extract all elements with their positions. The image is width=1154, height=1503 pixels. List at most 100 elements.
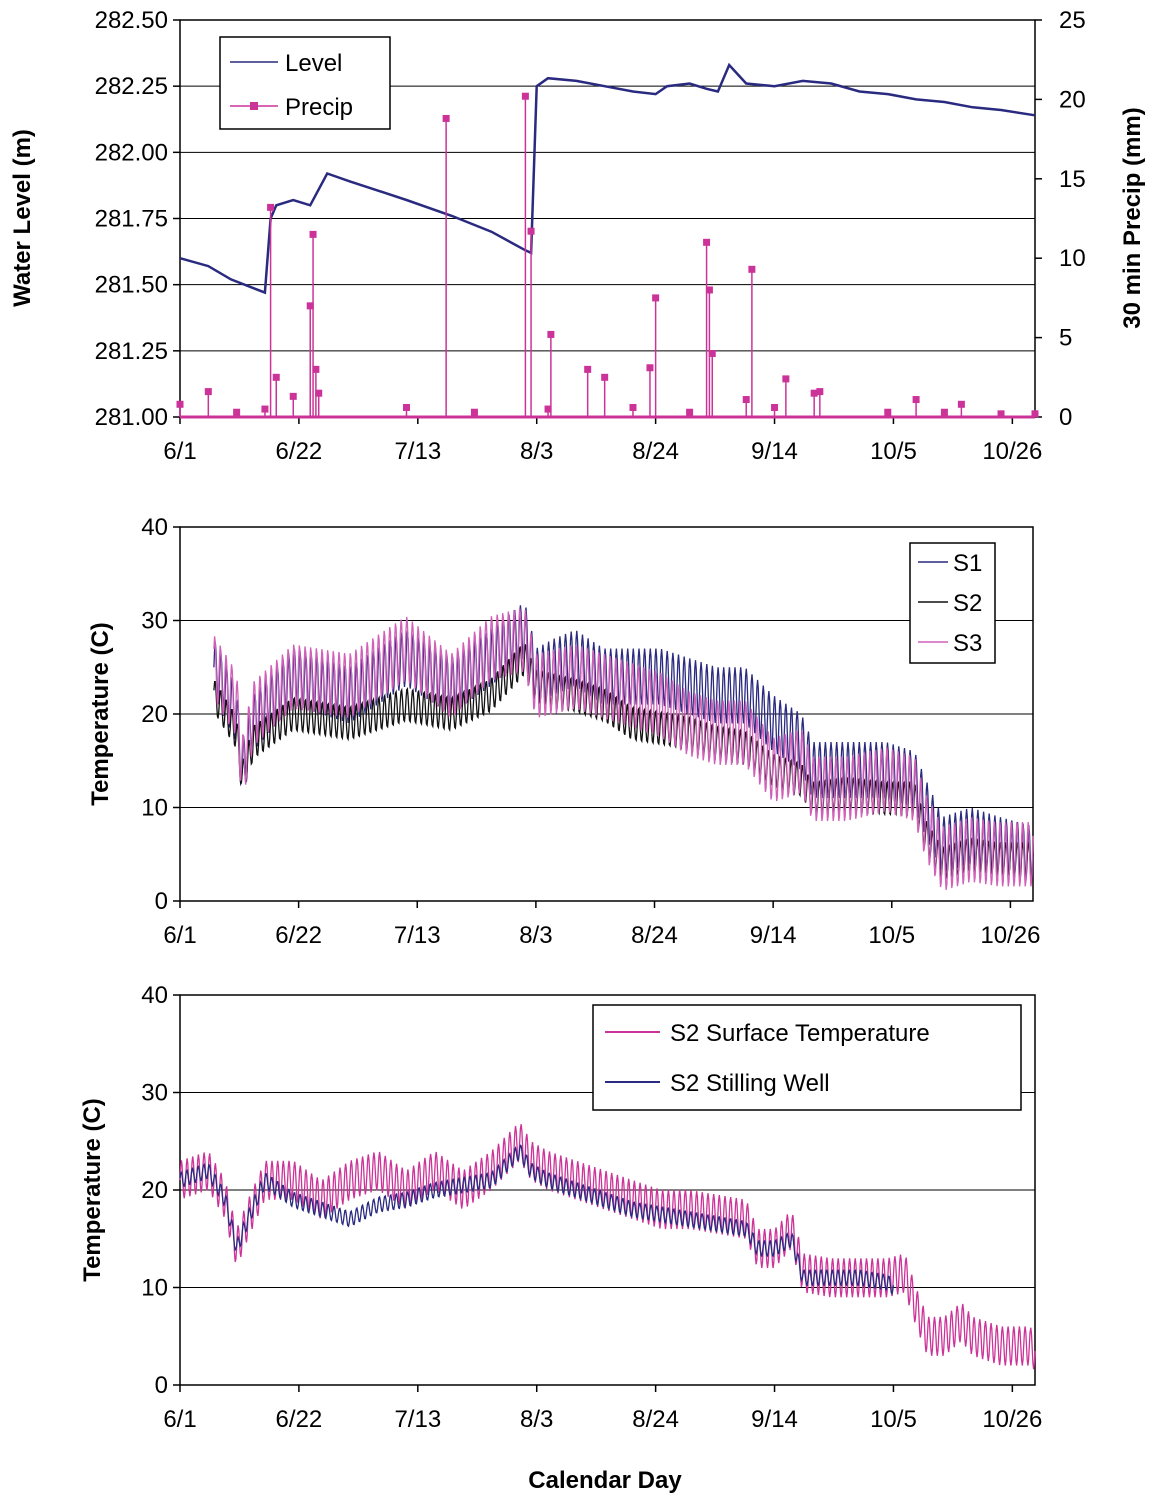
x-tick-label: 9/14 (751, 438, 798, 465)
x-tick-label: 6/22 (276, 1406, 323, 1433)
p3-legend-label-surface: S2 Surface Temperature (670, 1020, 930, 1047)
x-tick-label: 10/26 (982, 1406, 1042, 1433)
p2-legend-label-s3: S3 (953, 630, 982, 657)
p1-right-tick-labels: 0 5 10 15 20 25 (1035, 7, 1086, 431)
precip-marker (204, 388, 212, 396)
precip-marker (940, 408, 948, 416)
p3-plot-frame (179, 994, 1036, 1386)
series-line-level (179, 62, 1036, 295)
y-tick-label: 40 (141, 982, 168, 1009)
p1-right-axis-title: 30 min Precip (mm) (1119, 107, 1146, 328)
precip-marker (309, 230, 317, 238)
panel-surface-vs-well: 0 10 20 30 40 6/1 6/22 7/13 8/3 8/24 9/14 10/5 10/2… (79, 982, 1042, 1433)
precip-marker (312, 365, 320, 373)
y2-tick-label: 15 (1059, 166, 1086, 193)
precip-marker (402, 403, 410, 411)
x-tick-label: 7/13 (394, 1406, 441, 1433)
x-tick-label: 10/26 (982, 438, 1042, 465)
x-tick-label: 10/26 (980, 922, 1040, 949)
p2-legend-box (909, 542, 996, 664)
precip-marker (544, 405, 552, 413)
precip-marker (261, 405, 269, 413)
p2-y-axis-title: Temperature (C) (87, 622, 114, 806)
y2-tick-label: 25 (1059, 7, 1086, 34)
x-tick-label: 6/22 (275, 922, 322, 949)
p1-legend-label-precip: Precip (285, 94, 353, 121)
y-tick-label: 281.00 (95, 404, 168, 431)
y-tick-label: 10 (141, 795, 168, 822)
y-tick-label: 10 (141, 1275, 168, 1302)
precip-marker (267, 203, 275, 211)
precip-marker (771, 403, 779, 411)
x-tick-label: 7/13 (394, 438, 441, 465)
y2-tick-label: 10 (1059, 245, 1086, 272)
precip-marker (957, 400, 965, 408)
precip-marker (703, 238, 711, 246)
panel-water-level: 281.00 281.25 281.50 281.75 282.00 282.25 282.… (9, 7, 1146, 465)
precip-marker (233, 408, 241, 416)
y-tick-label: 0 (155, 888, 168, 915)
precip-marker (601, 373, 609, 381)
precip-marker (912, 396, 920, 404)
x-tick-label: 8/3 (520, 1406, 553, 1433)
y-tick-label: 281.75 (95, 206, 168, 233)
p2-plot-frame (179, 526, 1034, 902)
x-tick-label: 10/5 (870, 438, 917, 465)
x-tick-label: 6/1 (163, 438, 196, 465)
precip-marker (782, 375, 790, 383)
p3-x-tick-labels: 6/1 6/22 7/13 8/3 8/24 9/14 10/5 10/26 (163, 1385, 1042, 1433)
precip-marker (686, 408, 694, 416)
y-tick-label: 282.00 (95, 139, 168, 166)
precip-marker (629, 403, 637, 411)
precip-marker (646, 364, 654, 372)
x-tick-label: 10/5 (868, 922, 915, 949)
p3-y-tick-labels: 0 10 20 30 40 (141, 982, 168, 1399)
precip-marker (289, 392, 297, 400)
p2-series-group (213, 605, 1034, 890)
p2-legend: S1 S2 S3 (909, 542, 996, 664)
precip-marker (742, 396, 750, 404)
p2-y-tick-labels: 0 10 20 30 40 (141, 514, 168, 915)
p3-legend-box (592, 1004, 1022, 1111)
x-tick-label: 9/14 (750, 922, 797, 949)
y2-tick-label: 5 (1059, 325, 1072, 352)
p2-x-tick-labels: 6/1 6/22 7/13 8/3 8/24 9/14 10/5 10/26 (163, 901, 1040, 949)
p1-legend: Level Precip (219, 36, 391, 130)
precip-marker (884, 408, 892, 416)
series-line-s2-stilling-well (179, 1144, 895, 1296)
p3-legend: S2 Surface Temperature S2 Stilling Well (592, 1004, 1022, 1111)
precip-marker (705, 286, 713, 294)
y-tick-label: 0 (155, 1372, 168, 1399)
p3-legend-label-well: S2 Stilling Well (670, 1070, 830, 1097)
x-tick-label: 6/1 (163, 922, 196, 949)
p1-legend-label-level: Level (285, 50, 342, 77)
y-tick-label: 20 (141, 701, 168, 728)
y-tick-label: 30 (141, 608, 168, 635)
y-tick-label: 20 (141, 1177, 168, 1204)
x-tick-label: 9/14 (751, 1406, 798, 1433)
y-tick-label: 40 (141, 514, 168, 541)
series-line-s3 (213, 608, 1034, 890)
precip-marker (816, 388, 824, 396)
x-tick-label: 7/13 (394, 922, 441, 949)
panel-temperature-sites: 0 10 20 30 40 6/1 6/22 7/13 8/3 8/24 9/14 10/5 10/2… (87, 514, 1040, 949)
y2-tick-label: 0 (1059, 404, 1072, 431)
x-tick-label: 8/3 (520, 438, 553, 465)
x-tick-label: 8/24 (632, 1406, 679, 1433)
x-tick-label: 8/3 (519, 922, 552, 949)
precip-marker (176, 400, 184, 408)
precip-marker (652, 294, 660, 302)
precip-marker (306, 302, 314, 310)
precip-marker (470, 408, 478, 416)
x-tick-label: 6/22 (276, 438, 323, 465)
y-tick-label: 281.50 (95, 272, 168, 299)
p1-legend-marker-precip (250, 102, 258, 110)
p2-legend-label-s2: S2 (953, 590, 982, 617)
precip-marker (1031, 410, 1039, 418)
precip-marker (272, 373, 280, 381)
precip-marker (521, 92, 529, 100)
x-tick-label: 6/1 (163, 1406, 196, 1433)
y-tick-label: 282.50 (95, 7, 168, 34)
